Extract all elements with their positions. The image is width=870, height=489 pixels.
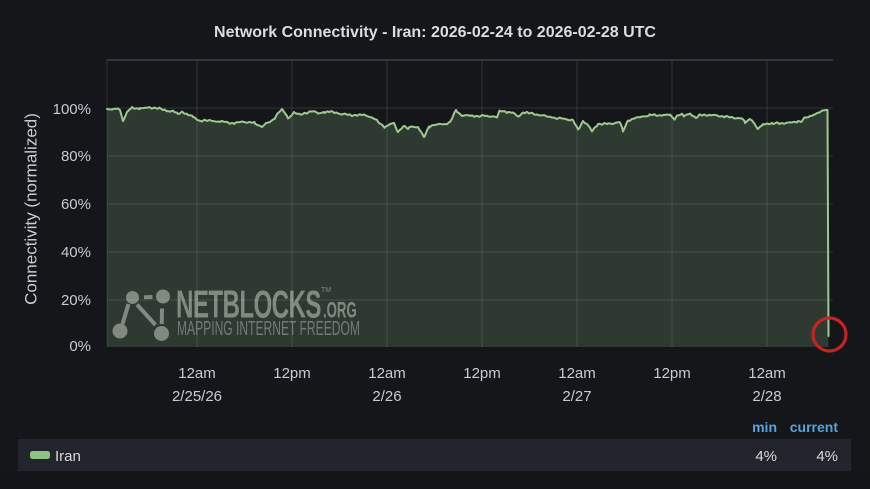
svg-text:4%: 4% [755,448,777,465]
svg-text:2/27: 2/27 [562,388,591,405]
svg-text:12pm: 12pm [653,365,691,382]
svg-text:current: current [790,419,839,435]
svg-text:Iran: Iran [55,448,81,465]
svg-text:Network Connectivity - Iran: 2: Network Connectivity - Iran: 2026-02-24 … [214,24,656,41]
svg-text:40%: 40% [61,244,91,261]
svg-text:12am: 12am [368,365,406,382]
svg-text:60%: 60% [61,196,91,213]
svg-text:12am: 12am [558,365,596,382]
svg-text:2/28: 2/28 [752,388,781,405]
svg-text:12am: 12am [748,365,786,382]
svg-text:20%: 20% [61,292,91,309]
svg-text:12am: 12am [178,365,216,382]
svg-text:4%: 4% [816,448,838,465]
svg-text:100%: 100% [53,101,91,118]
svg-text:12pm: 12pm [273,365,311,382]
svg-text:NETBLOCKS: NETBLOCKS [176,283,321,326]
svg-text:.ORG: .ORG [323,298,357,322]
svg-text:0%: 0% [69,338,91,355]
svg-text:TM: TM [321,287,331,294]
svg-text:min: min [752,419,777,435]
svg-text:12pm: 12pm [463,365,501,382]
svg-text:2/25/26: 2/25/26 [172,388,222,405]
svg-text:80%: 80% [61,148,91,165]
svg-text:MAPPING INTERNET FREEDOM: MAPPING INTERNET FREEDOM [177,317,360,340]
svg-text:2/26: 2/26 [372,388,401,405]
svg-text:Connectivity (normalized): Connectivity (normalized) [22,113,41,305]
